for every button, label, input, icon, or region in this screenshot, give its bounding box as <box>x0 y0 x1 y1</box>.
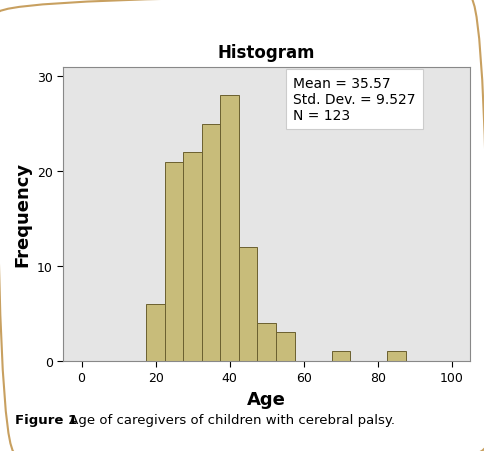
Title: Histogram: Histogram <box>217 44 315 62</box>
Text: Age of caregivers of children with cerebral palsy.: Age of caregivers of children with cereb… <box>65 413 394 426</box>
Bar <box>386 351 405 361</box>
Bar <box>331 351 349 361</box>
Bar <box>201 124 220 361</box>
Text: Mean = 35.57
Std. Dev. = 9.527
N = 123: Mean = 35.57 Std. Dev. = 9.527 N = 123 <box>293 76 415 123</box>
Bar <box>239 247 257 361</box>
Bar <box>257 323 275 361</box>
Bar <box>220 96 239 361</box>
Bar <box>275 332 294 361</box>
Bar <box>146 304 165 361</box>
X-axis label: Age: Age <box>247 390 286 408</box>
Text: Figure 1: Figure 1 <box>15 413 76 426</box>
Bar <box>183 153 201 361</box>
Y-axis label: Frequency: Frequency <box>13 162 31 267</box>
Bar <box>165 162 183 361</box>
